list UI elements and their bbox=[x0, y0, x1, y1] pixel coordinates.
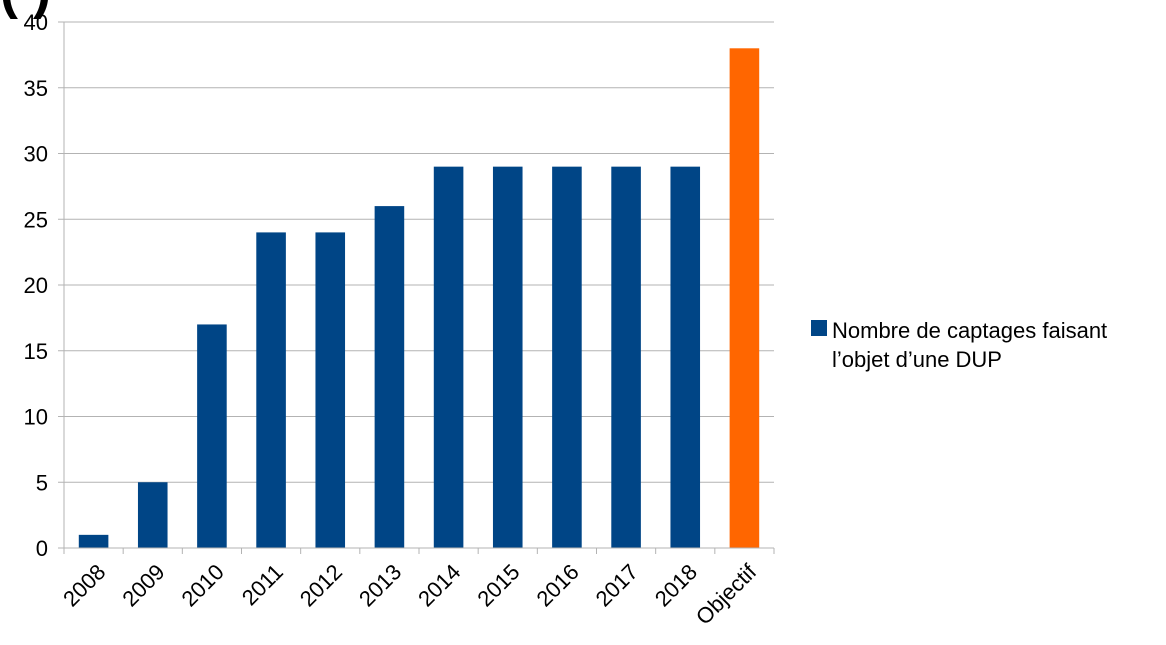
x-tick-label: 2016 bbox=[531, 559, 583, 611]
x-tick-label: 2012 bbox=[295, 559, 347, 611]
x-axis-ticks: 2008 2009 2010 2011 2012 2013 2014 2015 2016 2017… bbox=[58, 559, 762, 630]
bar bbox=[492, 166, 523, 548]
bar bbox=[137, 482, 168, 548]
axes bbox=[63, 22, 775, 554]
legend-swatch bbox=[811, 320, 827, 336]
y-tick-label: 15 bbox=[24, 339, 48, 364]
corner-cropped-text: ( ) bbox=[0, 0, 51, 20]
y-tick-label: 35 bbox=[24, 76, 48, 101]
x-tick-label: 2009 bbox=[117, 559, 169, 611]
bar bbox=[433, 166, 464, 548]
x-tick-label: Objectif bbox=[691, 559, 762, 630]
y-tick-label: 30 bbox=[24, 142, 48, 167]
x-tick-label: 2018 bbox=[650, 559, 702, 611]
y-tick-label: 10 bbox=[24, 405, 48, 430]
bar bbox=[729, 48, 760, 549]
bar bbox=[374, 206, 405, 548]
bar bbox=[611, 166, 641, 548]
bar bbox=[197, 324, 227, 548]
y-tick-label: 25 bbox=[24, 207, 48, 232]
bars bbox=[78, 48, 760, 549]
bar bbox=[315, 232, 346, 548]
y-tick-label: 0 bbox=[36, 536, 48, 561]
bar bbox=[552, 166, 582, 548]
x-tick-label: 2017 bbox=[591, 559, 643, 611]
y-tick-label: 40 bbox=[24, 10, 48, 35]
bar bbox=[78, 534, 109, 548]
y-tick-label: 5 bbox=[36, 470, 48, 495]
x-tick-label: 2015 bbox=[472, 559, 524, 611]
legend-label-line-1: Nombre de captages faisant bbox=[832, 318, 1107, 343]
bar bbox=[670, 166, 701, 548]
legend: Nombre de captages faisant l’objet d’une… bbox=[811, 318, 1107, 372]
y-tick-label: 20 bbox=[24, 273, 48, 298]
x-tick-label: 2010 bbox=[176, 559, 228, 611]
x-tick-label: 2008 bbox=[58, 559, 110, 611]
legend-label-line-2: l’objet d’une DUP bbox=[832, 347, 1002, 372]
corner-glyph: ( ) bbox=[0, 0, 51, 20]
x-tick-label: 2013 bbox=[354, 559, 406, 611]
y-axis-ticks: 0 5 10 15 20 25 30 35 40 bbox=[24, 10, 48, 561]
gridlines bbox=[58, 21, 774, 549]
bar bbox=[256, 232, 286, 548]
x-tick-label: 2011 bbox=[237, 559, 288, 610]
x-tick-label: 2014 bbox=[413, 559, 465, 611]
